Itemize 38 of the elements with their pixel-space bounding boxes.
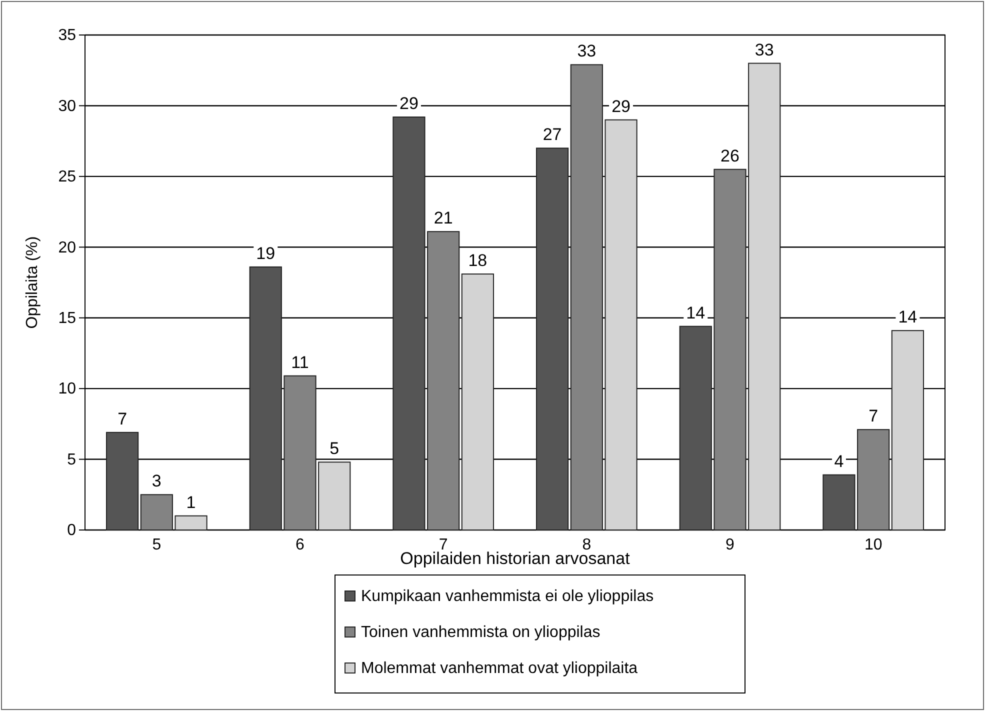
bar [536, 148, 569, 530]
data-label: 21 [434, 208, 453, 228]
data-label: 7 [868, 406, 878, 426]
data-label: 29 [612, 96, 630, 116]
data-label: 1 [186, 492, 196, 512]
data-label: 19 [256, 244, 276, 263]
y-axis-title: Oppilaita (%) [24, 236, 41, 329]
data-label: 26 [720, 146, 740, 166]
x-tick-label: 5 [152, 536, 162, 554]
y-tick-label: 30 [58, 98, 76, 115]
y-tick-label: 15 [58, 310, 76, 327]
bar [891, 330, 924, 530]
y-tick-label: 20 [58, 239, 76, 256]
data-label: 33 [754, 40, 774, 60]
y-tick-label: 25 [58, 168, 76, 186]
y-tick-label: 35 [58, 27, 76, 44]
data-label: 33 [577, 42, 596, 61]
data-label: 5 [330, 439, 340, 458]
data-label: 7 [118, 409, 128, 428]
x-tick-label: 6 [296, 536, 305, 554]
legend-label: Molemmat vanhemmat ovat ylioppilaita [361, 660, 638, 677]
y-tick-label: 10 [58, 380, 76, 398]
y-tick-label: 0 [67, 522, 76, 540]
bar [106, 432, 139, 530]
data-label: 14 [898, 308, 918, 327]
legend-label: Kumpikaan vanhemmista ei ole ylioppilas [361, 588, 654, 605]
data-label: 27 [542, 125, 562, 144]
data-label: 14 [686, 303, 706, 322]
x-tick-label: 10 [864, 536, 882, 554]
data-label: 11 [291, 352, 309, 372]
data-label: 29 [400, 94, 418, 114]
x-tick-label: 9 [726, 536, 735, 554]
data-label: 4 [834, 452, 844, 471]
data-label: 3 [152, 472, 162, 491]
legend-label: Toinen vanhemmista on ylioppilas [361, 624, 600, 641]
bar [461, 274, 494, 530]
y-tick-label: 5 [67, 451, 76, 468]
data-label: 18 [468, 251, 488, 270]
